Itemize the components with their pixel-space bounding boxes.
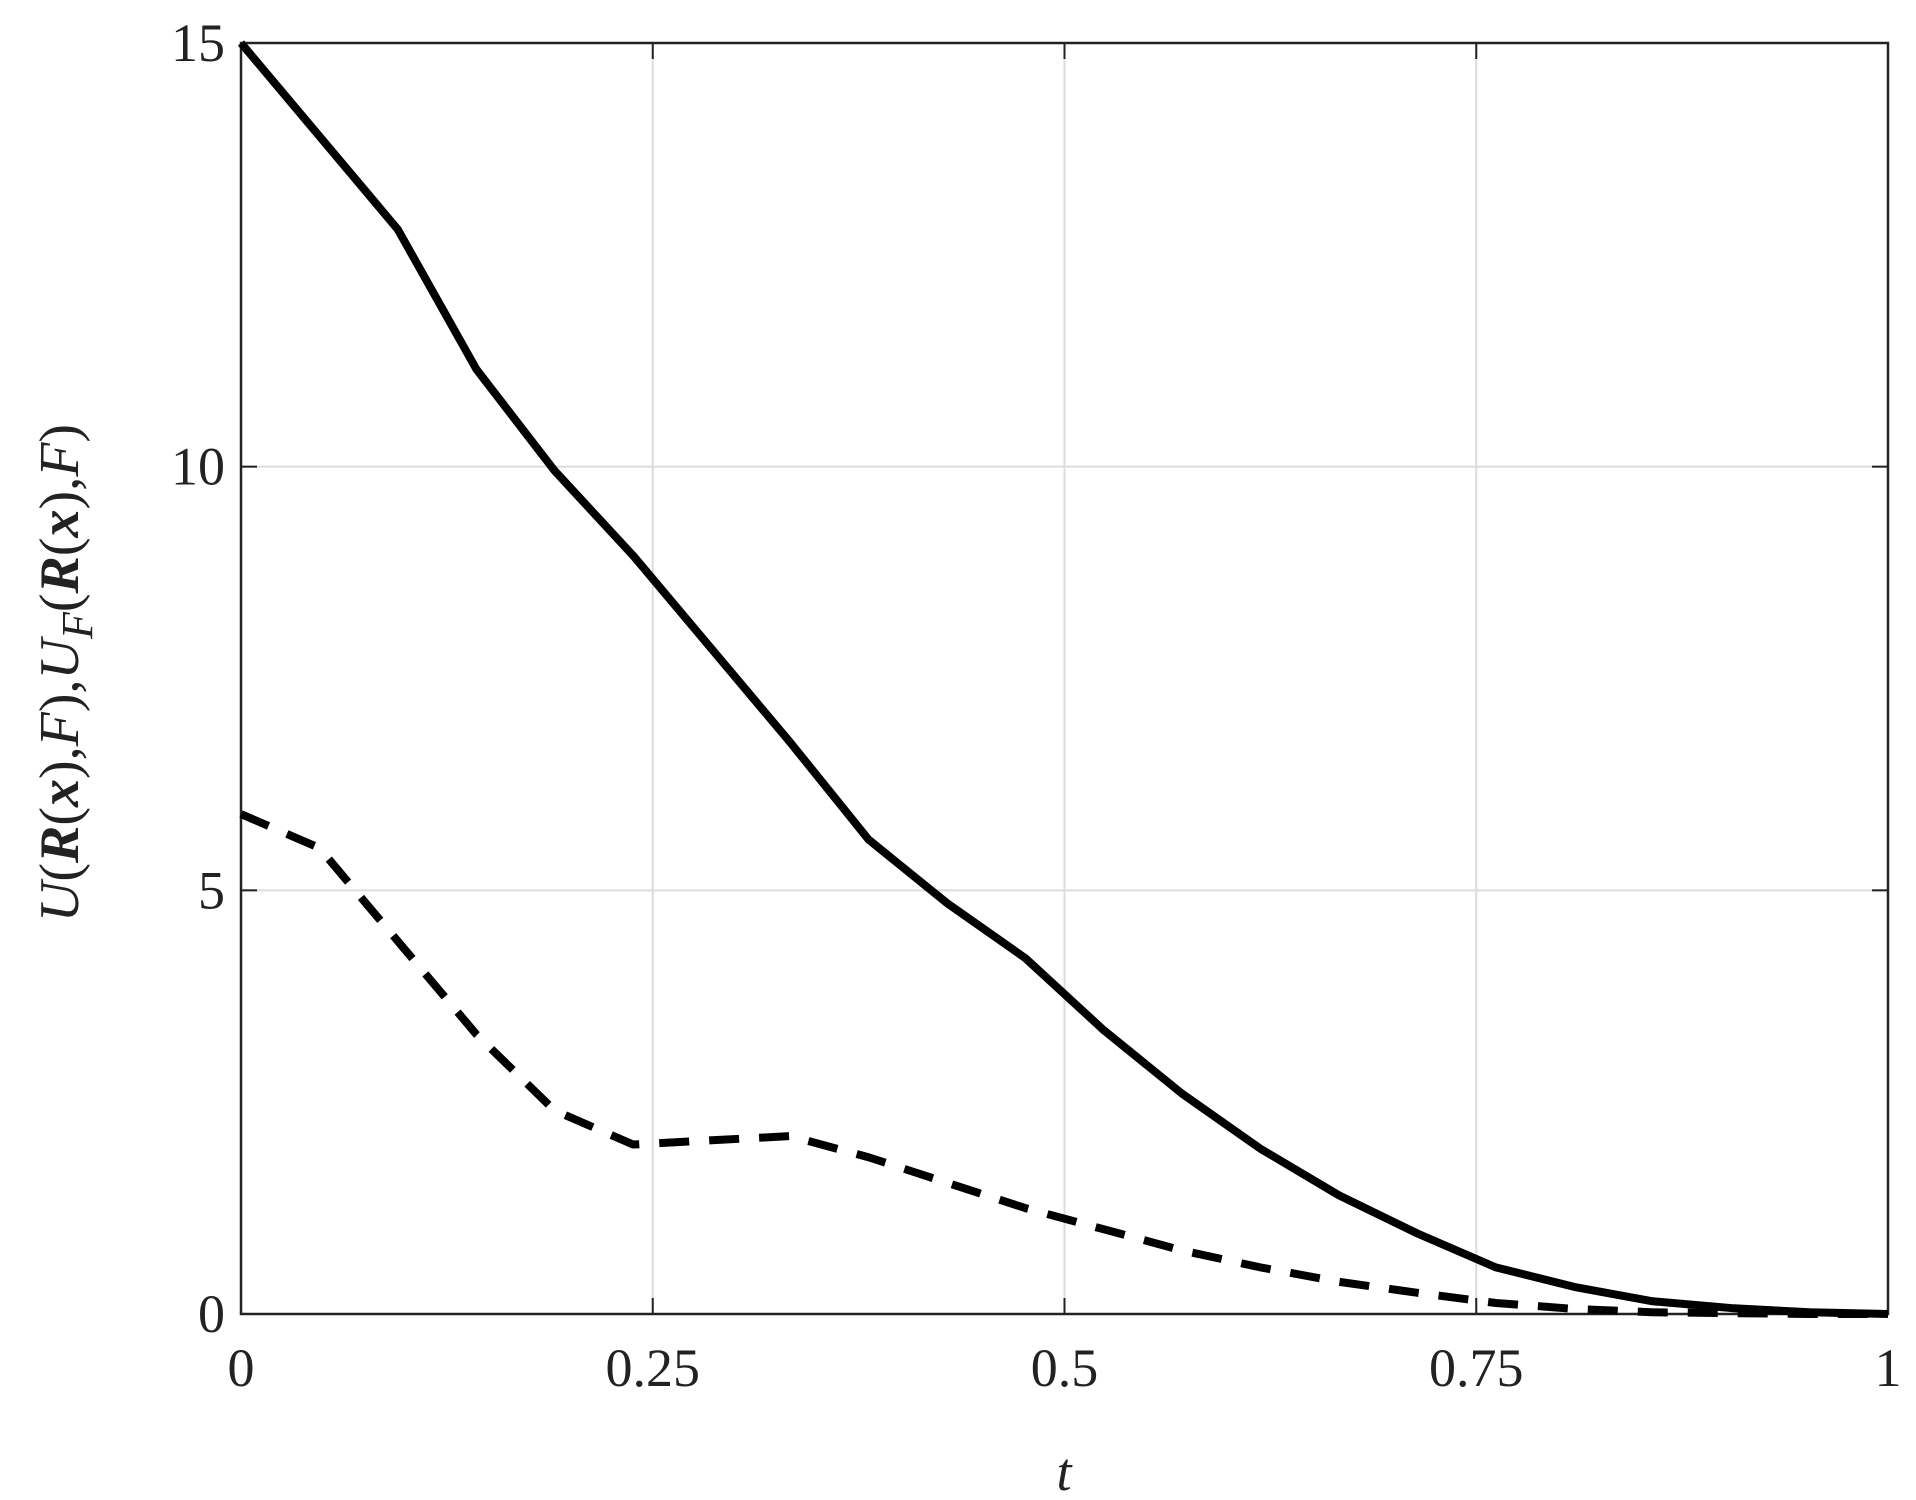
line-series <box>237 40 1889 1318</box>
x-tick-label: 0.75 <box>1429 1338 1524 1398</box>
y-tick-label: 15 <box>171 13 225 73</box>
label-part: ), <box>29 477 91 510</box>
label-part: F <box>29 711 91 747</box>
x-tick-label: 0.25 <box>606 1338 701 1398</box>
plot-frame <box>239 41 1890 1316</box>
label-part: x <box>29 509 91 538</box>
line-series <box>239 810 1888 1318</box>
x-axis-label: t <box>1056 1442 1073 1500</box>
label-part: F <box>53 611 102 640</box>
label-part: ), <box>29 746 91 779</box>
y-tick-label: 0 <box>198 1284 225 1344</box>
label-part: ), <box>29 679 91 712</box>
label-part: U <box>29 635 91 679</box>
x-tick-label: 1 <box>1875 1338 1902 1398</box>
label-part: U <box>29 878 91 922</box>
label-part: ( <box>29 593 91 612</box>
x-tick-label: 0.5 <box>1031 1338 1099 1398</box>
y-tick-label: 10 <box>171 437 225 497</box>
label-part: ( <box>29 807 91 826</box>
x-tick-label: 0 <box>228 1338 255 1398</box>
y-tick-label: 5 <box>198 860 225 920</box>
label-part: ( <box>29 537 91 556</box>
label-part: F <box>29 442 91 478</box>
label-part: ) <box>29 424 91 443</box>
y-axis-label: U(R(x),F),UF(R(x),F) <box>29 424 102 922</box>
label-part: ( <box>29 863 91 882</box>
label-part: x <box>29 779 91 808</box>
label-part: R <box>29 556 91 594</box>
label-part: R <box>29 826 91 864</box>
